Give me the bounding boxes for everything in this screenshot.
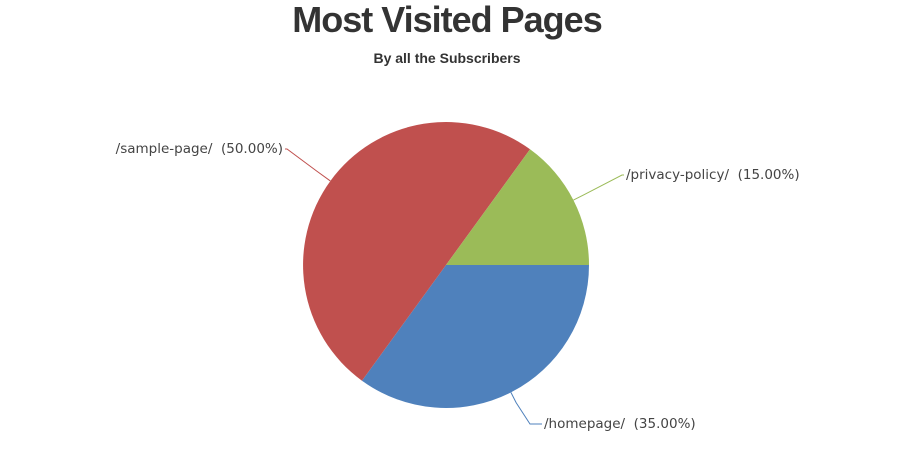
slice-label: /sample-page/ (50.00%) (116, 141, 283, 157)
slice-label: /homepage/ (35.00%) (544, 416, 696, 432)
slice-label: /privacy-policy/ (15.00%) (626, 167, 800, 183)
label-connector (285, 148, 331, 182)
label-connector (573, 174, 624, 201)
chart-title: Most Visited Pages (292, 0, 601, 40)
pie-slices (303, 122, 589, 408)
label-connector (510, 392, 542, 425)
slice-labels: /homepage/ (35.00%) /sample-page/ (50.00%… (116, 141, 800, 432)
pie-slice-homepage (361, 265, 589, 408)
label-connectors (285, 148, 624, 425)
pie-slice-privacy-policy (446, 149, 589, 265)
pie-slice-sample-page (303, 122, 531, 381)
chart-subtitle: By all the Subscribers (373, 50, 520, 66)
